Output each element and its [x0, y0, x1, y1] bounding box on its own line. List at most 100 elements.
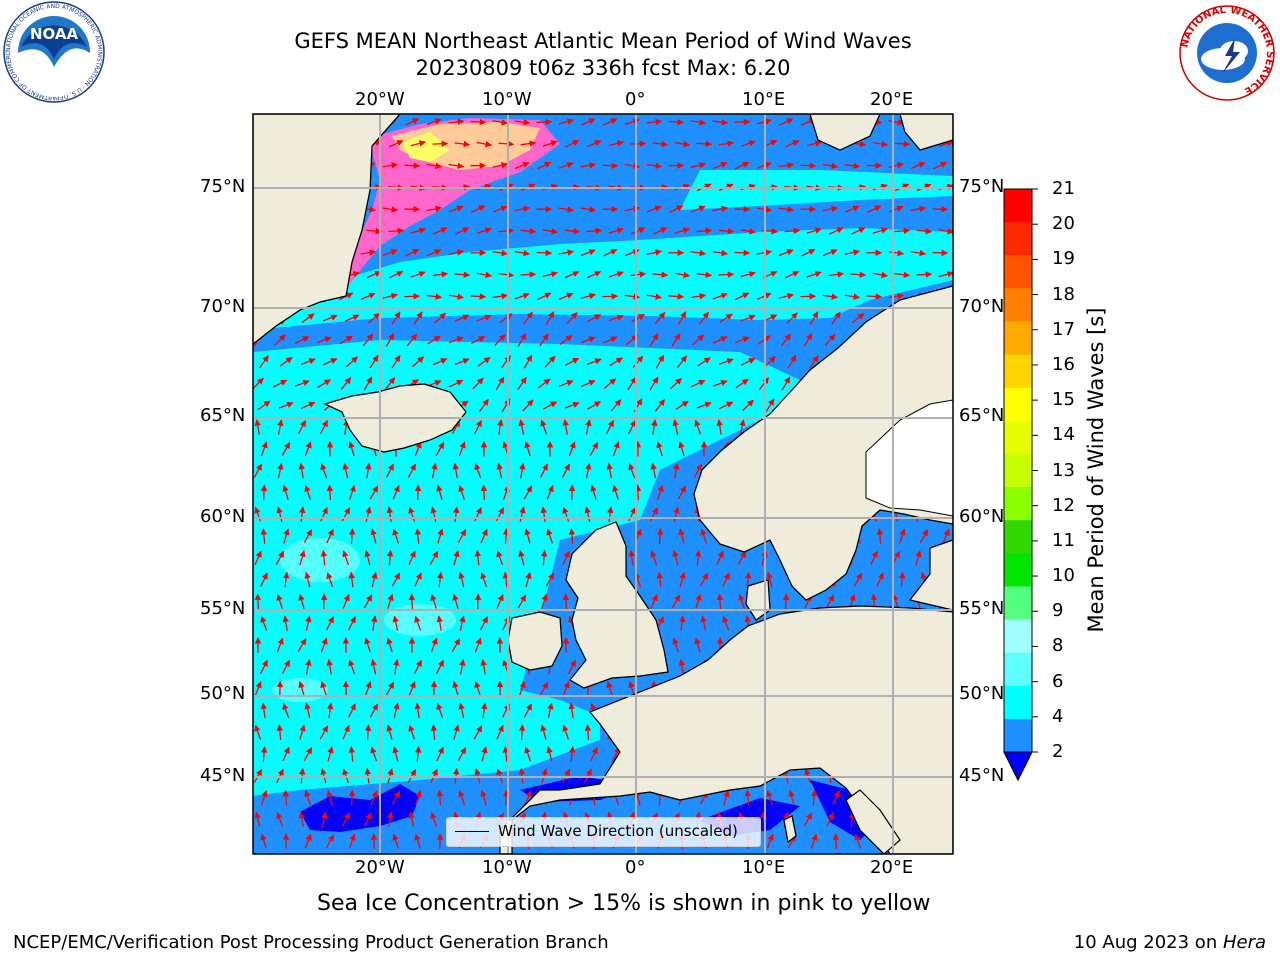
wind-wave-arrow	[718, 401, 734, 410]
wind-wave-arrow	[453, 550, 460, 566]
wind-wave-arrow	[632, 355, 644, 368]
wind-wave-arrow	[320, 593, 328, 610]
wind-wave-arrow	[646, 249, 662, 256]
wind-wave-arrow	[690, 249, 707, 257]
wind-wave-arrow	[712, 118, 729, 126]
wind-wave-arrow	[744, 789, 752, 806]
wind-wave-arrow	[260, 528, 268, 544]
wind-wave-arrow	[938, 140, 953, 147]
wind-wave-arrow	[326, 658, 333, 675]
wind-wave-arrow	[778, 292, 794, 300]
wind-wave-arrow	[301, 313, 315, 324]
wind-wave-arrow	[371, 615, 378, 631]
wind-wave-arrow	[559, 334, 573, 346]
wind-wave-arrow	[260, 484, 268, 501]
wind-wave-arrow	[656, 484, 664, 500]
wind-wave-arrow	[414, 702, 421, 719]
wind-wave-arrow	[519, 462, 526, 479]
wind-wave-arrow	[454, 314, 470, 322]
wind-wave-arrow	[542, 140, 558, 147]
wind-wave-arrow	[492, 119, 509, 126]
wind-wave-arrow	[655, 354, 665, 369]
wind-wave-arrow	[844, 205, 860, 213]
wind-wave-arrow	[282, 789, 290, 806]
wind-wave-arrow	[320, 463, 328, 479]
wind-wave-arrow	[809, 311, 819, 325]
wind-wave-arrow	[319, 419, 329, 435]
wind-wave-arrow	[693, 463, 703, 478]
wind-wave-arrow	[502, 571, 510, 588]
wind-wave-arrow	[253, 377, 264, 390]
wind-wave-arrow	[602, 248, 618, 257]
wind-wave-arrow	[580, 206, 597, 213]
scandinavia-land	[693, 285, 953, 601]
branch-credit: NCEP/EMC/Verification Post Processing Pr…	[13, 932, 609, 953]
wind-wave-arrow	[651, 419, 658, 435]
wind-wave-arrow	[473, 725, 483, 740]
wind-wave-arrow	[674, 227, 690, 234]
colorbar-segment	[1004, 189, 1032, 223]
wind-wave-arrow	[391, 311, 401, 325]
colorbar-segment	[1004, 520, 1032, 554]
wind-wave-arrow	[492, 249, 509, 257]
wind-wave-arrow	[254, 811, 261, 828]
colorbar-frame	[1003, 188, 1033, 782]
wind-wave-arrow	[294, 379, 310, 387]
wind-wave-arrow	[459, 615, 466, 631]
wind-wave-arrow	[457, 529, 467, 544]
wind-wave-arrow	[408, 506, 416, 522]
wind-wave-arrow	[392, 833, 399, 849]
wind-wave-arrow	[854, 833, 862, 849]
wind-wave-arrow	[562, 550, 570, 566]
wind-wave-arrow	[452, 593, 459, 609]
wind-wave-arrow	[742, 399, 754, 412]
wind-wave-arrow	[656, 571, 664, 588]
wind-wave-arrow	[654, 398, 666, 412]
lon-tick-bottom-10w: 10°W	[482, 857, 532, 878]
wind-wave-arrow	[650, 550, 658, 566]
wind-wave-arrow	[915, 550, 922, 566]
wind-wave-arrow	[630, 140, 647, 147]
wind-wave-arrow	[414, 746, 422, 762]
wind-wave-arrow	[344, 314, 360, 322]
wind-wave-arrow	[671, 594, 681, 609]
colorbar-under-extension	[1003, 751, 1033, 782]
wind-wave-arrow	[325, 834, 335, 849]
wind-wave-arrow	[304, 790, 312, 806]
wind-wave-arrow	[876, 528, 884, 544]
colorbar-label: 11	[1052, 529, 1075, 551]
wind-wave-arrow	[519, 506, 526, 522]
colorbar	[1003, 188, 1038, 782]
wind-wave-arrow	[652, 227, 668, 235]
colorbar-segment	[1004, 387, 1032, 422]
wind-wave-arrow	[480, 789, 487, 806]
wind-wave-arrow	[712, 292, 728, 300]
colorbar-label: 12	[1052, 494, 1075, 516]
wind-wave-arrow	[734, 118, 751, 126]
wind-wave-arrow	[436, 789, 444, 806]
wind-wave-arrow	[518, 550, 525, 566]
wind-wave-arrow	[764, 356, 776, 368]
wind-wave-arrow	[825, 594, 835, 609]
wind-wave-arrow	[919, 529, 929, 544]
wind-wave-arrow	[385, 681, 395, 696]
wind-wave-arrow	[517, 594, 527, 609]
wind-wave-arrow	[502, 789, 510, 806]
wind-wave-arrow	[480, 658, 487, 675]
lat-tick-left-45n: 45°N	[200, 765, 246, 786]
wind-wave-arrow	[362, 333, 374, 347]
wind-wave-arrow	[568, 746, 576, 762]
wind-wave-arrow	[723, 789, 730, 806]
wind-wave-arrow	[586, 358, 602, 365]
wind-wave-arrow	[932, 161, 948, 170]
wind-wave-arrow	[608, 270, 624, 278]
wind-wave-arrow	[479, 398, 489, 412]
wind-wave-arrow	[782, 593, 790, 610]
wind-wave-arrow	[853, 572, 863, 587]
lat-tick-left-70n: 70°N	[200, 296, 246, 317]
wind-wave-arrow	[784, 140, 800, 148]
wind-wave-arrow	[828, 227, 844, 235]
colorbar-label: 8	[1052, 635, 1064, 657]
wind-wave-arrow	[674, 140, 691, 148]
wind-wave-arrow	[608, 140, 624, 147]
